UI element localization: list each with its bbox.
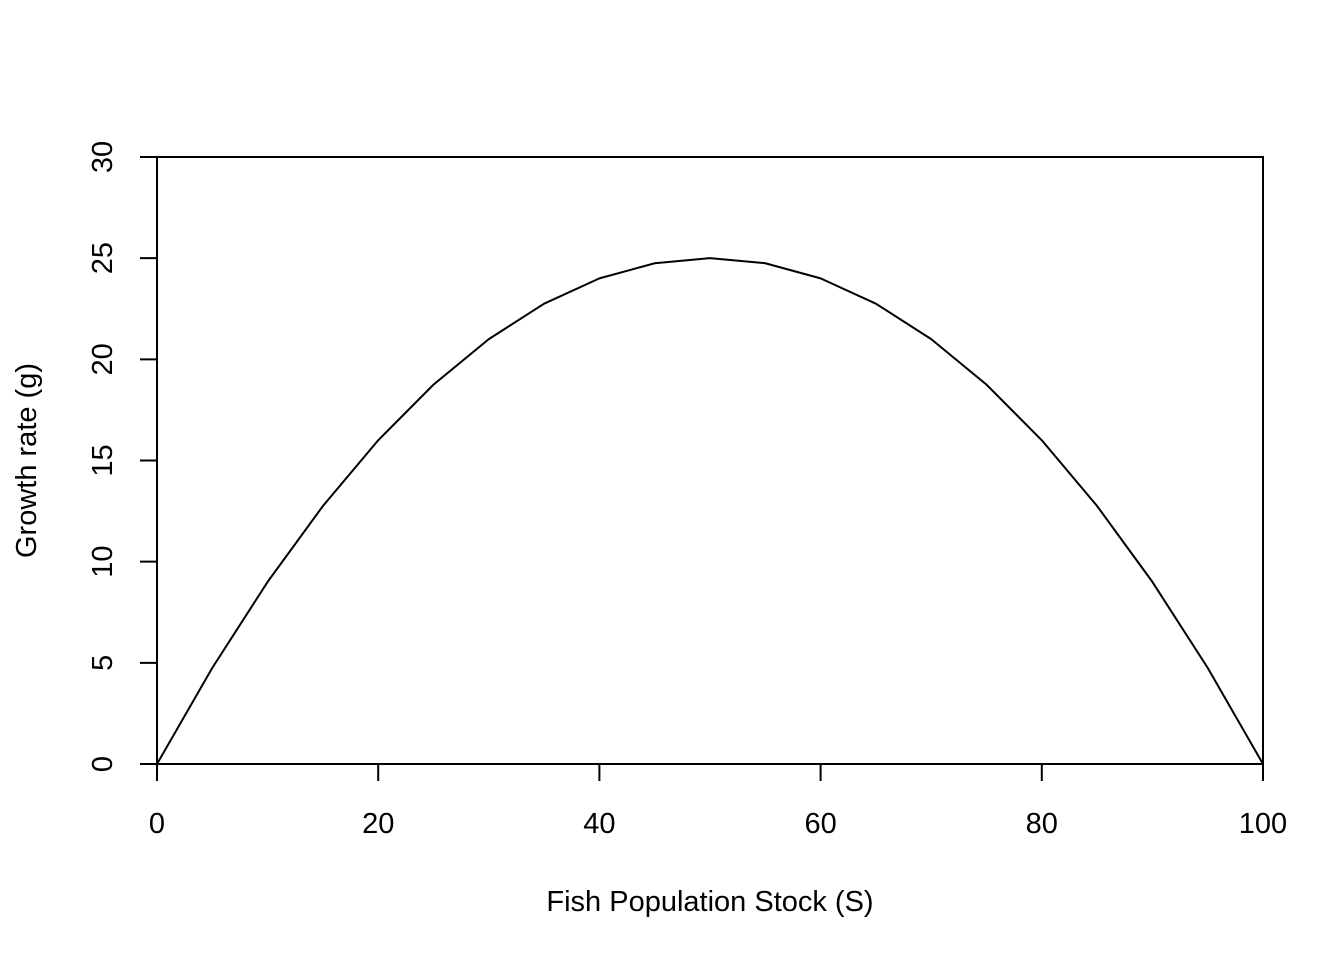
y-axis-title: Growth rate (g) <box>11 363 43 558</box>
y-tick-label: 10 <box>87 546 119 578</box>
x-tick-label: 60 <box>804 808 836 840</box>
y-tick-label: 30 <box>87 141 119 173</box>
y-tick-label: 5 <box>87 655 119 671</box>
y-axis: 0 5 10 15 20 25 30 <box>87 141 157 772</box>
x-tick-label: 0 <box>149 808 165 840</box>
x-axis-title: Fish Population Stock (S) <box>546 886 873 918</box>
series-line-0 <box>156 257 1264 765</box>
x-tick-label: 80 <box>1026 808 1058 840</box>
y-tick-label: 0 <box>87 756 119 772</box>
x-axis: 0 20 40 60 80 100 <box>149 764 1287 840</box>
x-tick-label: 100 <box>1239 808 1287 840</box>
y-tick-label: 25 <box>87 242 119 274</box>
y-tick-label: 20 <box>87 343 119 375</box>
y-tick-label: 15 <box>87 444 119 476</box>
x-tick-label: 40 <box>583 808 615 840</box>
x-tick-label: 20 <box>362 808 394 840</box>
series-layer <box>156 257 1264 765</box>
